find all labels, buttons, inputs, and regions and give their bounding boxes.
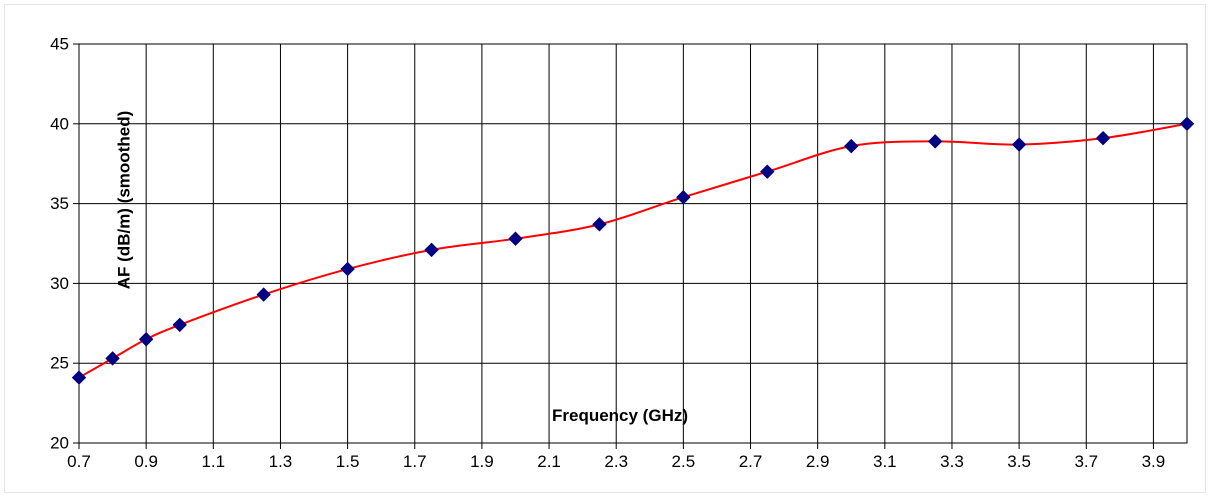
y-axis: 20 25 30 35 40 45: [50, 35, 79, 453]
data-point: [1095, 130, 1111, 146]
plot-border: [78, 43, 1188, 444]
x-tick-label: 2.7: [739, 452, 763, 471]
y-tick-label: 45: [50, 35, 69, 54]
x-tick-label: 0.9: [134, 452, 158, 471]
data-point: [676, 190, 691, 205]
data-point: [340, 261, 355, 277]
x-tick-label: 3.5: [1007, 452, 1031, 471]
x-tick-label: 1.5: [336, 452, 360, 471]
data-point: [105, 351, 120, 366]
x-tick-label: 0.7: [67, 452, 91, 471]
data-point: [1011, 137, 1027, 152]
x-axis: 0.7 0.9 1.1 1.3 1.5 1.7 1.9 2.1 2.3 2.5 2.7 2.9 3.1 3…: [67, 443, 1165, 471]
x-tick-label: 1.1: [201, 452, 225, 471]
series-layer: [71, 116, 1195, 385]
data-point: [760, 164, 775, 179]
x-tick-label: 2.3: [604, 452, 628, 471]
data-point: [927, 134, 943, 149]
data-point: [1179, 116, 1195, 132]
y-tick-label: 30: [50, 274, 69, 293]
series-line: [78, 122, 1188, 379]
y-tick-label: 20: [50, 434, 69, 453]
data-point: [138, 332, 154, 347]
x-tick-label: 3.9: [1142, 452, 1166, 471]
data-point: [844, 138, 859, 154]
plot-area: [78, 43, 1188, 444]
data-point: [424, 242, 439, 258]
x-tick-label: 3.7: [1074, 452, 1098, 471]
y-tick-label: 40: [50, 114, 69, 133]
x-tick-label: 1.3: [269, 452, 293, 471]
x-tick-label: 1.9: [470, 452, 494, 471]
data-point: [172, 317, 187, 333]
x-tick-label: 3.3: [940, 452, 964, 471]
y-tick-label: 25: [50, 354, 69, 373]
x-tick-label: 2.1: [537, 452, 561, 471]
data-point: [508, 231, 523, 246]
x-axis-title: Frequency (GHz): [552, 406, 688, 425]
x-tick-label: 3.1: [873, 452, 897, 471]
x-tick-label: 2.5: [672, 452, 696, 471]
x-tick-label: 1.7: [403, 452, 427, 471]
y-tick-label: 35: [50, 194, 69, 213]
y-axis-title: AF (dB/m) (smoothed): [115, 111, 134, 289]
data-point: [592, 217, 607, 232]
chart-frame: [4, 4, 1206, 493]
x-tick-label: 2.9: [806, 452, 830, 471]
grid: [78, 43, 1187, 444]
data-point: [256, 287, 271, 302]
data-point: [71, 370, 87, 385]
